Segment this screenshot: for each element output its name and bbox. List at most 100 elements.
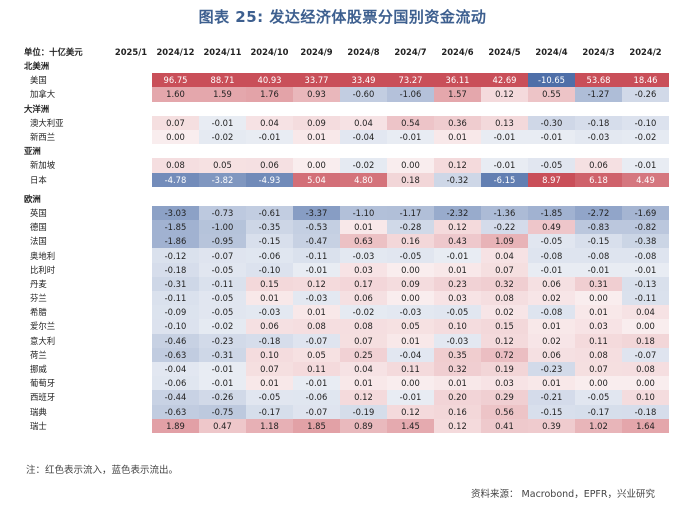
value-cell: 0.07	[340, 333, 387, 348]
value-cell: -0.05	[199, 291, 246, 306]
column-header: 2024/11	[203, 46, 242, 57]
column-header: 2024/10	[250, 46, 289, 57]
value-cell	[110, 319, 152, 333]
value-cell	[110, 116, 152, 130]
value-cell: -0.01	[199, 361, 246, 377]
value-cell: -0.05	[387, 248, 434, 263]
value-cell: 0.04	[246, 115, 293, 130]
value-cell: 0.05	[199, 158, 246, 173]
country-label: 西班牙	[30, 392, 56, 403]
value-cell	[110, 158, 152, 172]
value-cell: 0.16	[434, 404, 481, 419]
table-header-row: 单位：十亿美元 2025/1 2024/12 2024/11 2024/10 2…	[22, 44, 669, 59]
value-cell: -0.04	[387, 347, 434, 362]
value-cell: 0.41	[481, 418, 528, 433]
value-cell: -0.46	[152, 333, 199, 348]
value-cell: -0.73	[199, 205, 246, 221]
value-cell: 88.71	[199, 73, 246, 88]
value-cell: -0.10	[246, 262, 293, 277]
value-cell: 0.01	[528, 319, 575, 334]
value-cell: 0.49	[528, 220, 575, 235]
value-cell: 0.12	[340, 390, 387, 405]
value-cell: 0.07	[152, 115, 199, 130]
table-row: 芬兰 -0.11 -0.05 0.01 -0.03 0.06 0.00 0.03 0.08 0.0…	[22, 291, 669, 306]
value-cell: 73.27	[387, 73, 434, 88]
value-cell: -0.01	[199, 115, 246, 130]
column-header: 2024/5	[488, 46, 521, 57]
value-cell: 0.00	[152, 129, 199, 145]
value-cell: -0.19	[340, 404, 387, 419]
value-cell: 0.55	[528, 87, 575, 102]
value-cell: -0.01	[199, 376, 246, 391]
value-cell: -0.12	[152, 248, 199, 263]
value-cell: 0.01	[293, 129, 340, 145]
value-cell: 0.17	[340, 276, 387, 291]
region-label: 欧洲	[24, 193, 41, 204]
value-cell: -0.11	[199, 276, 246, 291]
value-cell: -0.01	[622, 262, 669, 277]
value-cell: -0.01	[387, 129, 434, 145]
table-row: 意大利 -0.46 -0.23 -0.18 -0.07 0.07 0.01 -0.03 0.12…	[22, 333, 669, 348]
value-cell	[110, 405, 152, 419]
value-cell: 5.04	[293, 172, 340, 187]
value-cell: -0.05	[434, 305, 481, 320]
value-cell: 0.00	[387, 158, 434, 173]
value-cell: -0.95	[199, 234, 246, 249]
value-cell: 0.12	[481, 87, 528, 102]
value-cell: -0.26	[622, 87, 669, 102]
value-cell: 0.36	[434, 115, 481, 130]
value-cell: 1.09	[481, 234, 528, 249]
value-cell	[110, 277, 152, 291]
value-cell: 0.12	[387, 404, 434, 419]
value-cell	[110, 390, 152, 404]
value-cell: -0.15	[246, 234, 293, 249]
value-cell: 0.01	[340, 376, 387, 391]
value-cell: -0.07	[293, 333, 340, 348]
region-row: 欧洲	[22, 192, 669, 206]
value-cell: -2.72	[575, 205, 622, 221]
value-cell: -0.32	[434, 172, 481, 187]
value-cell: 0.08	[481, 291, 528, 306]
value-cell: 4.49	[622, 172, 669, 187]
fund-flow-table: 单位：十亿美元 2025/1 2024/12 2024/11 2024/10 2…	[22, 44, 669, 433]
value-cell: 0.06	[246, 319, 293, 334]
value-cell	[110, 291, 152, 305]
value-cell: 0.00	[575, 291, 622, 306]
value-cell: 0.13	[481, 115, 528, 130]
region-label: 亚洲	[24, 146, 41, 157]
footnote: 注：红色表示流入，蓝色表示流出。	[26, 465, 179, 476]
value-cell: -0.08	[528, 305, 575, 320]
value-cell: 0.20	[434, 390, 481, 405]
value-cell: 33.49	[340, 73, 387, 88]
table-row: 加拿大 1.60 1.59 1.76 0.93 -0.60 -1.06 1.57 0.12 0.5…	[22, 87, 669, 102]
table-row: 法国 -1.86 -0.95 -0.15 -0.47 0.63 0.16 0.43 1.09 -0…	[22, 234, 669, 249]
value-cell: -0.18	[622, 404, 669, 419]
value-cell: 0.04	[481, 248, 528, 263]
value-cell: -1.06	[387, 87, 434, 102]
table-body: 北美洲 美国 96.75 88.71 40.93 33.77 33.49 73.27 36.11…	[22, 59, 669, 433]
value-cell: 1.64	[622, 418, 669, 433]
value-cell: -1.69	[622, 205, 669, 221]
country-label: 比利时	[30, 264, 56, 275]
value-cell: 0.04	[622, 305, 669, 320]
value-cell: -0.01	[481, 158, 528, 173]
value-cell: 0.06	[340, 291, 387, 306]
value-cell: 0.15	[481, 319, 528, 334]
table-row: 爱尔兰 -0.10 -0.02 0.06 0.08 0.08 0.05 0.10 0.15 0.0…	[22, 319, 669, 334]
table-row: 比利时 -0.18 -0.05 -0.10 -0.01 0.03 0.00 0.01 0.07-…	[22, 262, 669, 277]
value-cell: -0.83	[575, 220, 622, 235]
value-cell: -0.31	[199, 347, 246, 362]
value-cell: 0.03	[340, 262, 387, 277]
table-row: 新加坡 0.08 0.05 0.06 0.00 -0.02 0.00 0.12 -0.01 -0.…	[22, 158, 669, 173]
table-row: 挪威 -0.04 -0.01 0.07 0.11 0.04 0.11 0.32 0.19 -0.2…	[22, 361, 669, 377]
value-cell: 0.35	[434, 347, 481, 362]
value-cell: 0.01	[246, 291, 293, 306]
value-cell: 0.18	[387, 172, 434, 187]
value-cell: -0.01	[246, 129, 293, 145]
value-cell: -0.03	[575, 129, 622, 145]
table-row: 丹麦 -0.31 -0.11 0.15 0.12 0.17 0.09 0.23 0.32 0.06…	[22, 276, 669, 291]
value-cell: 40.93	[246, 73, 293, 88]
column-header: 2024/3	[582, 46, 615, 57]
value-cell	[110, 334, 152, 348]
value-cell: -0.11	[293, 248, 340, 263]
